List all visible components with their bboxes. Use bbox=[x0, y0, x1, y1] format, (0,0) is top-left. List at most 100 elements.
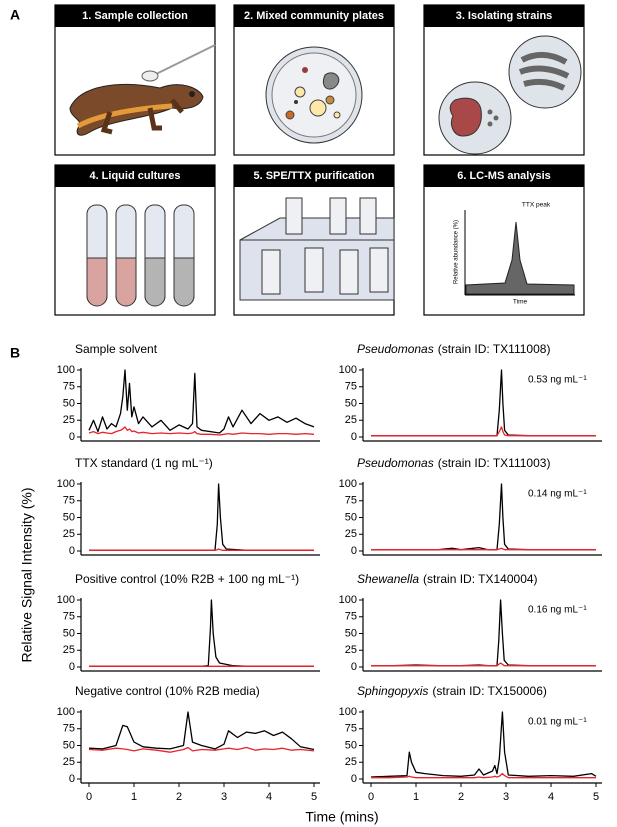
y-tick-label: 0 bbox=[351, 431, 357, 443]
chart-title: Shewanella (strain ID: TX140004) bbox=[357, 572, 538, 586]
trace bbox=[371, 662, 596, 667]
chart-title: Sample solvent bbox=[75, 342, 158, 356]
chart-title: TTX standard (1 ng mL⁻¹) bbox=[75, 456, 213, 470]
chart-title-text: Negative control (10% R2B media) bbox=[75, 684, 260, 698]
panel-label: A bbox=[10, 7, 20, 23]
x-tick-label: 1 bbox=[131, 791, 137, 803]
y-tick-label: 100 bbox=[57, 364, 75, 376]
annotation: 0.14 ng mL⁻¹ bbox=[528, 489, 587, 500]
y-tick-label: 25 bbox=[345, 414, 357, 426]
step-title: 4. Liquid cultures bbox=[89, 170, 180, 182]
trace bbox=[89, 599, 314, 667]
y-tick-label: 50 bbox=[345, 511, 357, 523]
x-tick-label: 0 bbox=[86, 791, 92, 803]
chart-title-text: (strain ID: TX140004) bbox=[423, 572, 538, 586]
chart-title-italic: Pseudomonas bbox=[357, 456, 434, 470]
y-tick-label: 100 bbox=[57, 706, 75, 718]
chart-title: Pseudomonas (strain ID: TX111003) bbox=[357, 456, 550, 470]
inset-x-label: Time bbox=[513, 299, 528, 306]
annotation: 0.53 ng mL⁻¹ bbox=[528, 375, 587, 386]
y-tick-label: 100 bbox=[339, 706, 357, 718]
x-tick-label: 4 bbox=[266, 791, 272, 803]
trace bbox=[371, 772, 596, 779]
trace bbox=[370, 711, 597, 778]
inset-peak-label: TTX peak bbox=[522, 202, 551, 209]
y-tick-label: 0 bbox=[351, 773, 357, 785]
step-title: 5. SPE/TTX purification bbox=[253, 170, 374, 182]
y-tick-label: 100 bbox=[57, 478, 75, 490]
step-box: 4. Liquid cultures bbox=[54, 164, 216, 316]
step-box: 5. SPE/TTX purification bbox=[233, 164, 395, 316]
y-axis-label: Relative Signal Intensity (%) bbox=[19, 487, 35, 662]
trace bbox=[88, 746, 315, 753]
y-tick-label: 75 bbox=[63, 611, 75, 623]
y-tick-label: 50 bbox=[63, 511, 75, 523]
step-title: 3. Isolating strains bbox=[456, 10, 553, 22]
y-tick-label: 0 bbox=[69, 545, 75, 557]
y-tick-label: 100 bbox=[339, 478, 357, 490]
trace bbox=[88, 711, 315, 751]
y-tick-label: 25 bbox=[345, 528, 357, 540]
y-tick-label: 50 bbox=[63, 627, 75, 639]
y-tick-label: 75 bbox=[63, 495, 75, 507]
y-tick-label: 75 bbox=[63, 381, 75, 393]
y-tick-label: 75 bbox=[345, 723, 357, 735]
step-title: 6. LC-MS analysis bbox=[457, 170, 551, 182]
chart-title-italic: Pseudomonas bbox=[357, 342, 434, 356]
panel-label: B bbox=[10, 345, 20, 361]
x-axis-label: Time (mins) bbox=[305, 809, 378, 825]
y-tick-label: 75 bbox=[345, 611, 357, 623]
step-box: 2. Mixed community plates bbox=[233, 4, 395, 156]
x-tick-label: 1 bbox=[413, 791, 419, 803]
x-tick-label: 5 bbox=[311, 791, 317, 803]
chart-title-italic: Sphingopyxis bbox=[357, 684, 428, 698]
chart-title: Positive control (10% R2B + 100 ng mL⁻¹) bbox=[75, 572, 299, 586]
x-tick-label: 3 bbox=[221, 791, 227, 803]
chart-title-text: (strain ID: TX111003) bbox=[438, 456, 551, 470]
x-tick-label: 2 bbox=[176, 791, 182, 803]
y-tick-label: 100 bbox=[339, 594, 357, 606]
x-tick-label: 3 bbox=[503, 791, 509, 803]
step-box: 6. LC-MS analysis Relative abundance (%)… bbox=[423, 164, 585, 316]
y-tick-label: 50 bbox=[63, 397, 75, 409]
y-tick-label: 25 bbox=[63, 644, 75, 656]
step-title: 1. Sample collection bbox=[82, 10, 188, 22]
trace bbox=[88, 369, 315, 434]
y-tick-label: 75 bbox=[345, 495, 357, 507]
y-tick-label: 50 bbox=[345, 739, 357, 751]
y-tick-label: 50 bbox=[63, 739, 75, 751]
chart-title-text: (strain ID: TX111008) bbox=[438, 342, 551, 356]
y-tick-label: 0 bbox=[69, 661, 75, 673]
y-tick-label: 100 bbox=[339, 364, 357, 376]
chart-title-text: TTX standard (1 ng mL⁻¹) bbox=[75, 456, 213, 470]
inset-y-label: Relative abundance (%) bbox=[454, 220, 460, 284]
chart-title: Sphingopyxis (strain ID: TX150006) bbox=[357, 684, 547, 698]
annotation: 0.16 ng mL⁻¹ bbox=[528, 605, 587, 616]
chart-title-text: Sample solvent bbox=[75, 342, 158, 356]
y-tick-label: 75 bbox=[63, 723, 75, 735]
y-tick-label: 0 bbox=[69, 431, 75, 443]
y-tick-label: 25 bbox=[63, 528, 75, 540]
chart-title: Pseudomonas (strain ID: TX111008) bbox=[357, 342, 550, 356]
trace bbox=[371, 426, 596, 437]
chart-title-text: Positive control (10% R2B + 100 ng mL⁻¹) bbox=[75, 572, 299, 586]
step-box: 1. Sample collection bbox=[54, 4, 216, 156]
trace bbox=[89, 483, 314, 551]
y-tick-label: 0 bbox=[351, 545, 357, 557]
y-tick-label: 0 bbox=[351, 661, 357, 673]
chart-title-text: (strain ID: TX150006) bbox=[432, 684, 547, 698]
y-tick-label: 75 bbox=[345, 381, 357, 393]
y-tick-label: 0 bbox=[69, 773, 75, 785]
trace bbox=[371, 547, 596, 551]
chart-title: Negative control (10% R2B media) bbox=[75, 684, 260, 698]
y-tick-label: 50 bbox=[345, 627, 357, 639]
y-tick-label: 100 bbox=[57, 594, 75, 606]
y-tick-label: 25 bbox=[63, 756, 75, 768]
annotation: 0.01 ng mL⁻¹ bbox=[528, 717, 587, 728]
step-title: 2. Mixed community plates bbox=[244, 10, 384, 22]
chart-title-italic: Shewanella bbox=[357, 572, 419, 586]
trace bbox=[88, 426, 315, 436]
y-tick-label: 25 bbox=[345, 756, 357, 768]
x-tick-label: 0 bbox=[368, 791, 374, 803]
y-tick-label: 50 bbox=[345, 397, 357, 409]
